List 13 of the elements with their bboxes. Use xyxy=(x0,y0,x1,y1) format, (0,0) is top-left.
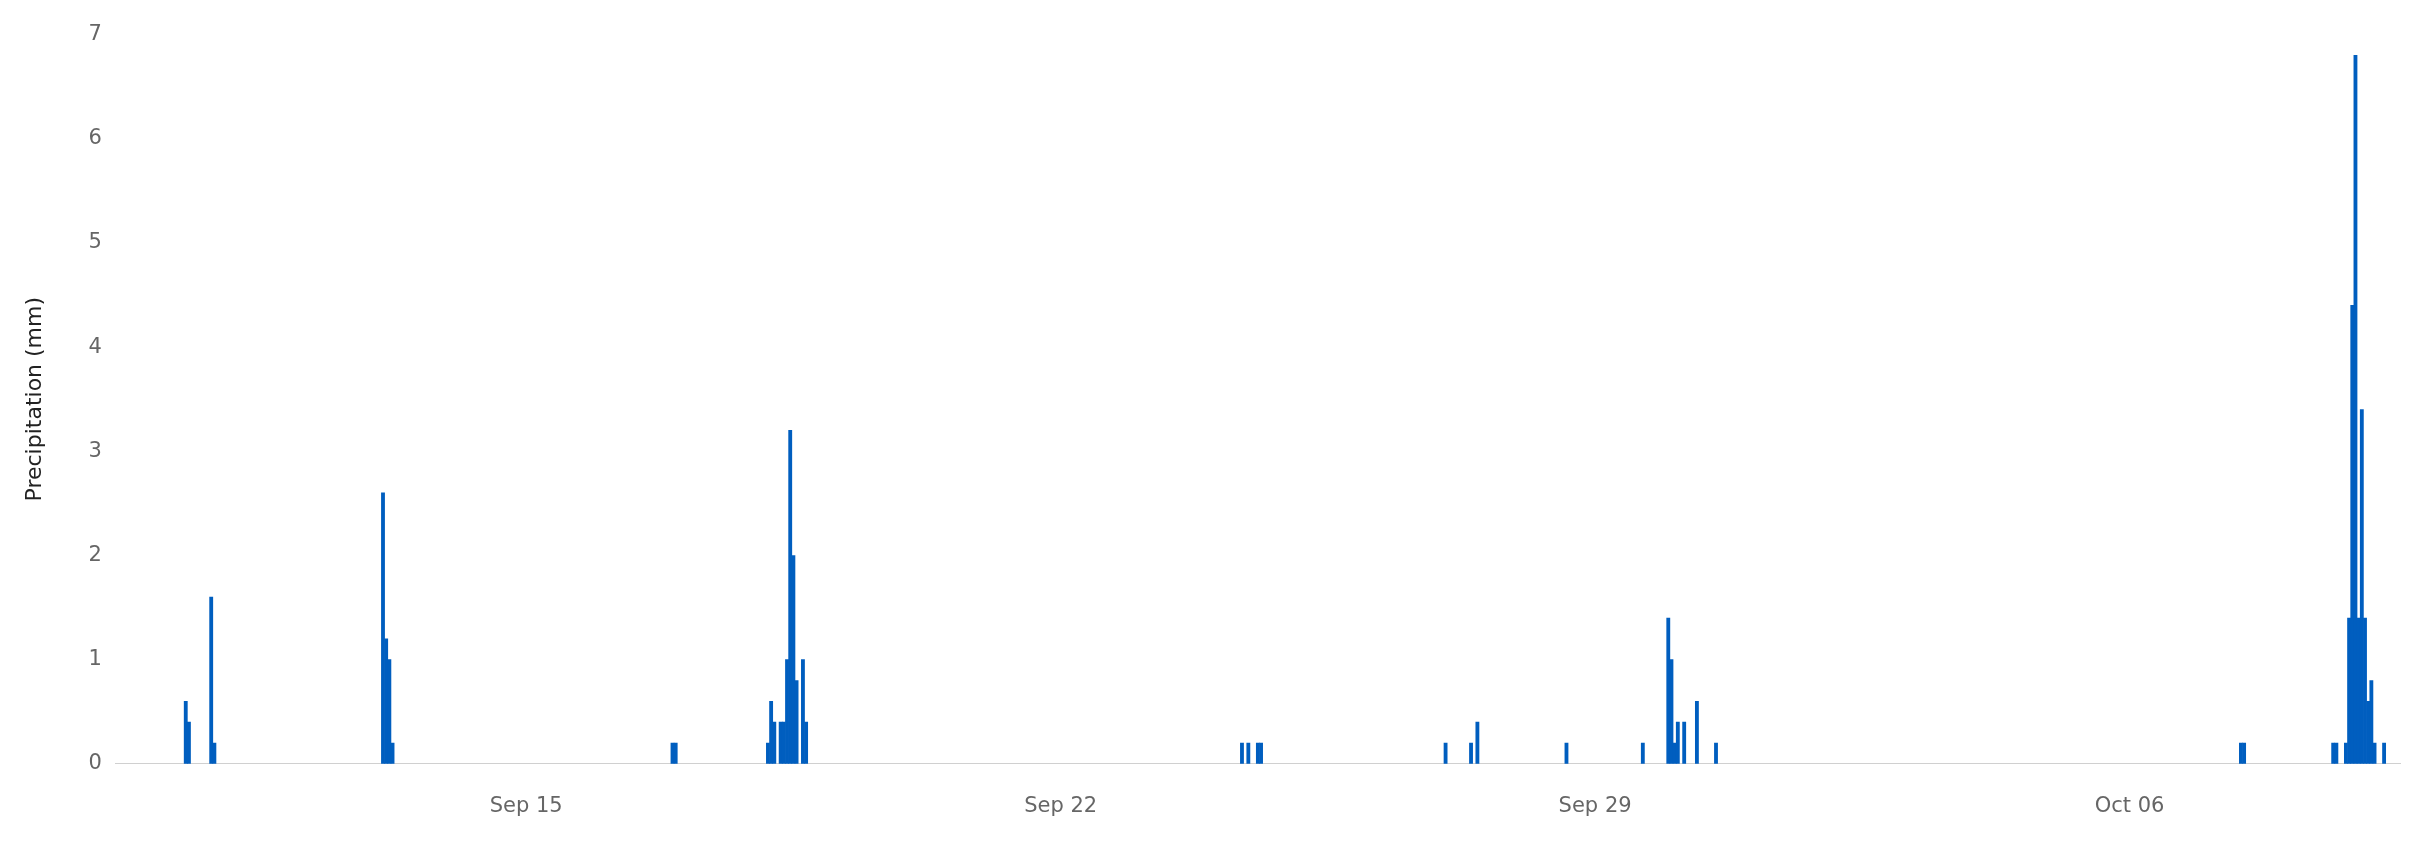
y-tick-label: 4 xyxy=(88,333,102,358)
y-axis-title: Precipitation (mm) xyxy=(20,296,46,502)
x-tick-label: Sep 15 xyxy=(489,792,563,817)
y-tick-label: 6 xyxy=(88,125,102,150)
y-tick-label: 5 xyxy=(88,229,102,254)
y-tick-label: 0 xyxy=(88,750,102,775)
y-tick-label: 7 xyxy=(88,21,102,46)
x-tick-label: Sep 29 xyxy=(1558,792,1632,817)
x-tick-label: Oct 06 xyxy=(2094,792,2165,817)
x-tick-label: Sep 22 xyxy=(1024,792,1098,817)
y-tick-label: 1 xyxy=(88,646,102,671)
y-tick-label: 2 xyxy=(88,541,102,566)
y-tick-label: 3 xyxy=(88,437,102,462)
